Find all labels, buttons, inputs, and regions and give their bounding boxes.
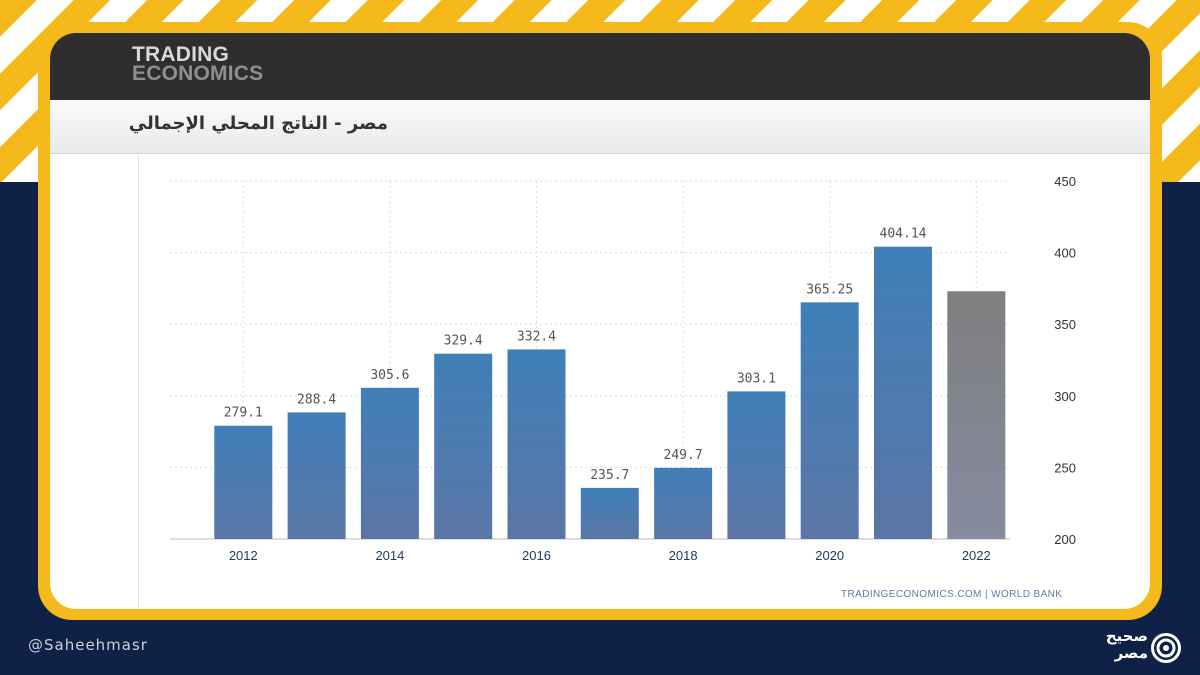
bar (214, 425, 273, 539)
bar (654, 467, 713, 539)
x-tick-label: 2012 (229, 548, 258, 563)
social-handle: @Saheehmasr (28, 636, 148, 654)
bar (874, 246, 932, 540)
logo-text: صحيح مصر (1082, 628, 1148, 662)
forecast-bar (947, 291, 1006, 539)
chart-card: TRADING ECONOMICS مصر - الناتج المحلي ال… (50, 33, 1150, 609)
brand-header: TRADING ECONOMICS (50, 33, 1150, 100)
y-tick-label: 200 (1054, 532, 1076, 547)
x-tick-label: 2022 (962, 548, 991, 563)
logo-line-1: صحيح (1105, 627, 1148, 645)
bar (287, 412, 346, 539)
brand-logo-trading: TRADING (132, 43, 230, 66)
chart-source: TRADINGECONOMICS.COM | WORLD BANK (841, 589, 1063, 600)
chart-title-bar: مصر - الناتج المحلي الإجمالي (50, 100, 1150, 154)
plot-left-border (138, 154, 139, 609)
x-tick-label: 2018 (669, 548, 698, 563)
y-tick-label: 250 (1054, 460, 1076, 475)
y-tick-label: 300 (1054, 389, 1076, 404)
data-label: 249.7 (664, 448, 703, 463)
y-tick-label: 400 (1054, 246, 1076, 261)
data-label: 279.1 (224, 406, 263, 421)
bar-chart: 200 250 300 350 400 450 2012 2014 2016 2018 2020 20… (170, 174, 1076, 563)
data-label: 235.7 (590, 468, 629, 483)
data-label: 329.4 (444, 334, 483, 349)
bar (727, 391, 786, 539)
bar (360, 387, 419, 539)
bar (580, 487, 639, 539)
x-tick-label: 2020 (815, 548, 844, 563)
bar (800, 302, 859, 539)
data-label: 303.1 (737, 371, 776, 386)
brand-logo-economics: ECONOMICS (132, 62, 264, 85)
saheeh-masr-logo: صحيح مصر (1082, 628, 1182, 668)
y-tick-label: 350 (1054, 317, 1076, 332)
chart-title: مصر - الناتج المحلي الإجمالي (128, 113, 388, 134)
data-label: 332.4 (517, 329, 556, 344)
data-label: 404.14 (880, 227, 927, 242)
x-tick-label: 2014 (375, 548, 404, 563)
data-label: 365.25 (806, 282, 853, 297)
data-label: 305.6 (370, 368, 409, 383)
target-icon (1151, 633, 1181, 663)
y-tick-label: 450 (1054, 174, 1076, 189)
logo-line-2: مصر (1114, 644, 1148, 662)
bar (434, 353, 493, 539)
data-label: 288.4 (297, 392, 336, 407)
x-tick-label: 2016 (522, 548, 551, 563)
bar (507, 349, 566, 539)
